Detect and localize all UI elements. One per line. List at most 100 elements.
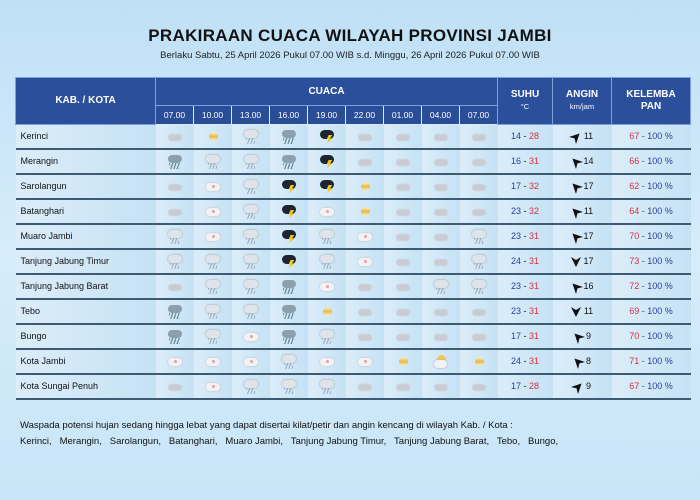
weather-cell (307, 174, 346, 200)
weather-cell (307, 149, 346, 175)
light-rain-icon (241, 154, 261, 169)
wind: 8 (552, 349, 612, 375)
temp-min: 17 (511, 331, 522, 341)
cloudy-icon (469, 305, 489, 319)
wind: 17 (552, 249, 612, 275)
humidity-max: 100 % (647, 306, 673, 316)
humidity-max: 100 % (647, 256, 673, 266)
region-name: Muaro Jambi (15, 224, 156, 250)
wind-speed: 11 (583, 306, 594, 316)
weather-cell (421, 124, 460, 150)
weather-cell (193, 274, 232, 300)
sunny-hazy-icon (393, 355, 413, 369)
temperature: 23 - 31 (497, 274, 553, 300)
light-rain-icon (203, 254, 223, 269)
humidity-max: 100 % (647, 131, 673, 141)
time-header: 01.00 (383, 105, 422, 125)
wind-speed: 14 (583, 156, 594, 166)
light-rain-icon (203, 279, 223, 294)
weather-cell (421, 274, 460, 300)
weather-cell (383, 299, 422, 325)
weather-cell (345, 224, 384, 250)
light-rain-icon (317, 254, 337, 269)
partly-cloudy-icon (355, 255, 375, 269)
weather-cell (307, 249, 346, 275)
weather-cell (269, 299, 308, 325)
wind-direction-icon (571, 307, 581, 317)
warning-regions: Kerinci, Merangin, Sarolangun, Batanghar… (20, 436, 559, 447)
weather-cell (459, 349, 498, 375)
weather-cell (345, 324, 384, 350)
weather-cell (383, 274, 422, 300)
validity-period: Berlaku Sabtu, 25 April 2026 Pukul 07.00… (160, 50, 540, 61)
sun-behind-cloud-icon (431, 354, 451, 369)
weather-cell (307, 224, 346, 250)
cloudy-icon (355, 130, 375, 144)
wind-speed: 9 (586, 331, 592, 341)
wind-speed: 8 (586, 356, 592, 366)
wind: 11 (552, 124, 612, 150)
light-rain-icon (241, 229, 261, 244)
humidity-min: 70 (629, 231, 640, 241)
table-row: Tanjung Jabung Barat 23 - 31 16 72 - 100 % (15, 274, 691, 300)
weather-cell (155, 274, 194, 300)
time-header: 04.00 (421, 105, 460, 125)
partly-cloudy-icon (317, 355, 337, 369)
time-header: 22.00 (345, 105, 384, 125)
time-header: 07.00 (458, 105, 499, 125)
cloudy-icon (469, 180, 489, 194)
weather-cell (421, 249, 460, 275)
weather-cell (383, 149, 422, 175)
partly-cloudy-icon (203, 205, 223, 219)
weather-cell (307, 274, 346, 300)
weather-cell (345, 149, 384, 175)
cloudy-icon (431, 305, 451, 319)
weather-cell (459, 149, 498, 175)
region-name: Sarolangun (15, 174, 156, 200)
humidity-max: 100 % (647, 156, 673, 166)
temperature: 23 - 31 (497, 299, 553, 325)
region-name: Merangin (15, 149, 156, 175)
temp-min: 16 (511, 156, 522, 166)
humidity-min: 73 (629, 256, 640, 266)
light-rain-icon (241, 379, 261, 394)
humidity-max: 100 % (647, 206, 673, 216)
cloudy-icon (431, 230, 451, 244)
weather-cell (155, 374, 194, 400)
region-name: Bungo (15, 324, 156, 350)
wind-direction-icon (568, 180, 582, 194)
suhu-label: SUHU (510, 89, 540, 100)
wind-speed: 11 (583, 131, 594, 141)
humidity: 70 - 100 % (611, 224, 691, 250)
weather-cell (421, 299, 460, 325)
wind: 9 (552, 374, 612, 400)
weather-cell (383, 124, 422, 150)
weather-cell (231, 299, 270, 325)
cloudy-icon (431, 380, 451, 394)
weather-cell (345, 124, 384, 150)
weather-cell (269, 124, 308, 150)
light-rain-icon (279, 354, 299, 369)
cloudy-icon (393, 155, 413, 169)
temp-max: 31 (529, 231, 540, 241)
wind-direction-icon (569, 205, 583, 219)
weather-cell (193, 199, 232, 225)
weather-cell (269, 324, 308, 350)
region-name: Tanjung Jabung Barat (15, 274, 156, 300)
time-header: 10.00 (193, 105, 232, 125)
temp-max: 31 (529, 256, 540, 266)
light-rain-icon (241, 179, 261, 194)
wind-speed: 17 (583, 231, 594, 241)
weather-cell (155, 124, 194, 150)
weather-cell (155, 324, 194, 350)
weather-cell (193, 224, 232, 250)
temp-max: 28 (529, 131, 540, 141)
temp-min: 23 (511, 206, 522, 216)
weather-cell (307, 374, 346, 400)
temp-max: 31 (529, 281, 540, 291)
wind: 11 (552, 299, 612, 325)
wind-speed: 16 (583, 281, 594, 291)
cloudy-icon (393, 255, 413, 269)
time-header: 19.00 (307, 105, 346, 125)
light-rain-icon (317, 229, 337, 244)
